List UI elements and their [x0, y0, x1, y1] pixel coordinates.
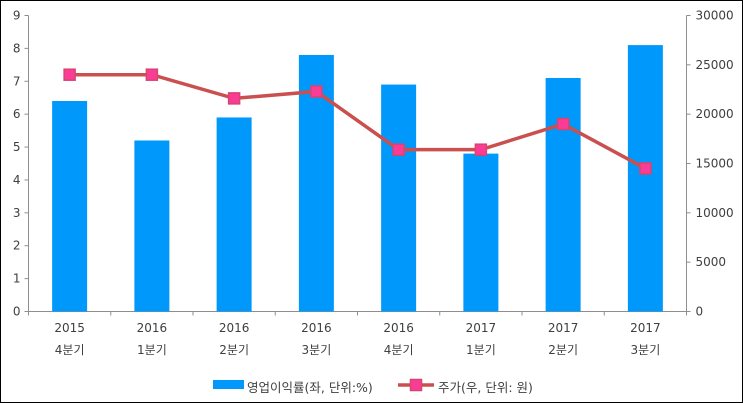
line-marker-2016-2분기 [227, 92, 241, 105]
left-axis-tick-label: 1 [13, 272, 21, 286]
x-label-quarter: 4분기 [384, 343, 414, 357]
x-label-quarter: 1분기 [137, 343, 167, 357]
x-label-quarter: 1분기 [466, 343, 496, 357]
x-label-year: 2016 [219, 321, 250, 335]
bar-2017-2분기 [545, 77, 581, 312]
x-label-year: 2015 [54, 321, 85, 335]
right-axis-tick-label: 0 [696, 305, 704, 319]
line-marker-2017-1분기 [474, 143, 488, 156]
left-axis-tick-label: 8 [13, 41, 21, 55]
stock-price-line [69, 72, 647, 170]
bar-2016-4분기 [381, 84, 417, 312]
bar-2017-3분기 [627, 45, 663, 312]
bar-2016-1분기 [134, 140, 170, 312]
x-label-quarter: 2분기 [548, 343, 578, 357]
x-label-quarter: 3분기 [302, 343, 332, 357]
left-axis-tick-label: 3 [13, 206, 21, 220]
line-marker-2016-1분기 [145, 68, 159, 81]
right-axis-tick-label: 30000 [696, 9, 734, 23]
right-axis-tick-label: 15000 [696, 157, 734, 171]
x-label-quarter: 2분기 [219, 343, 249, 357]
x-label-year: 2016 [301, 321, 332, 335]
legend-bar-swatch [213, 380, 244, 389]
bar-2017-1분기 [463, 153, 499, 312]
left-axis-tick-label: 5 [13, 140, 21, 154]
x-label-year: 2017 [466, 321, 497, 335]
left-axis-tick-label: 0 [13, 305, 21, 319]
x-label-quarter: 4분기 [55, 343, 85, 357]
line-marker-2016-4분기 [392, 143, 405, 156]
right-axis-tick-label: 25000 [696, 58, 734, 72]
line-marker-2017-2분기 [556, 117, 570, 131]
left-axis-tick-label: 9 [13, 9, 21, 23]
left-axis-tick-label: 6 [13, 107, 21, 121]
left-axis-tick-label: 7 [13, 74, 21, 88]
right-axis-tick-label: 5000 [696, 255, 727, 269]
line-marker-2016-3분기 [310, 85, 323, 98]
bar-2015-4분기 [52, 101, 88, 312]
legend-bar-label: 영업이익률(좌, 단위:%) [247, 380, 373, 395]
line-marker-2017-3분기 [639, 162, 652, 175]
bar-2016-2분기 [216, 117, 252, 312]
line-marker-2015-4분기 [63, 68, 76, 81]
legend-line-label: 주가(우, 단위: 원) [438, 380, 533, 395]
right-axis-tick-label: 20000 [696, 107, 734, 121]
right-axis-tick-label: 10000 [696, 206, 734, 220]
left-axis-tick-label: 2 [13, 239, 21, 253]
x-label-quarter: 3분기 [631, 343, 661, 357]
left-axis-tick-label: 4 [13, 173, 21, 187]
x-label-year: 2016 [383, 321, 414, 335]
legend-line-marker-icon [409, 378, 423, 392]
x-label-year: 2017 [548, 321, 579, 335]
x-label-year: 2017 [630, 321, 661, 335]
x-label-year: 2016 [137, 321, 168, 335]
